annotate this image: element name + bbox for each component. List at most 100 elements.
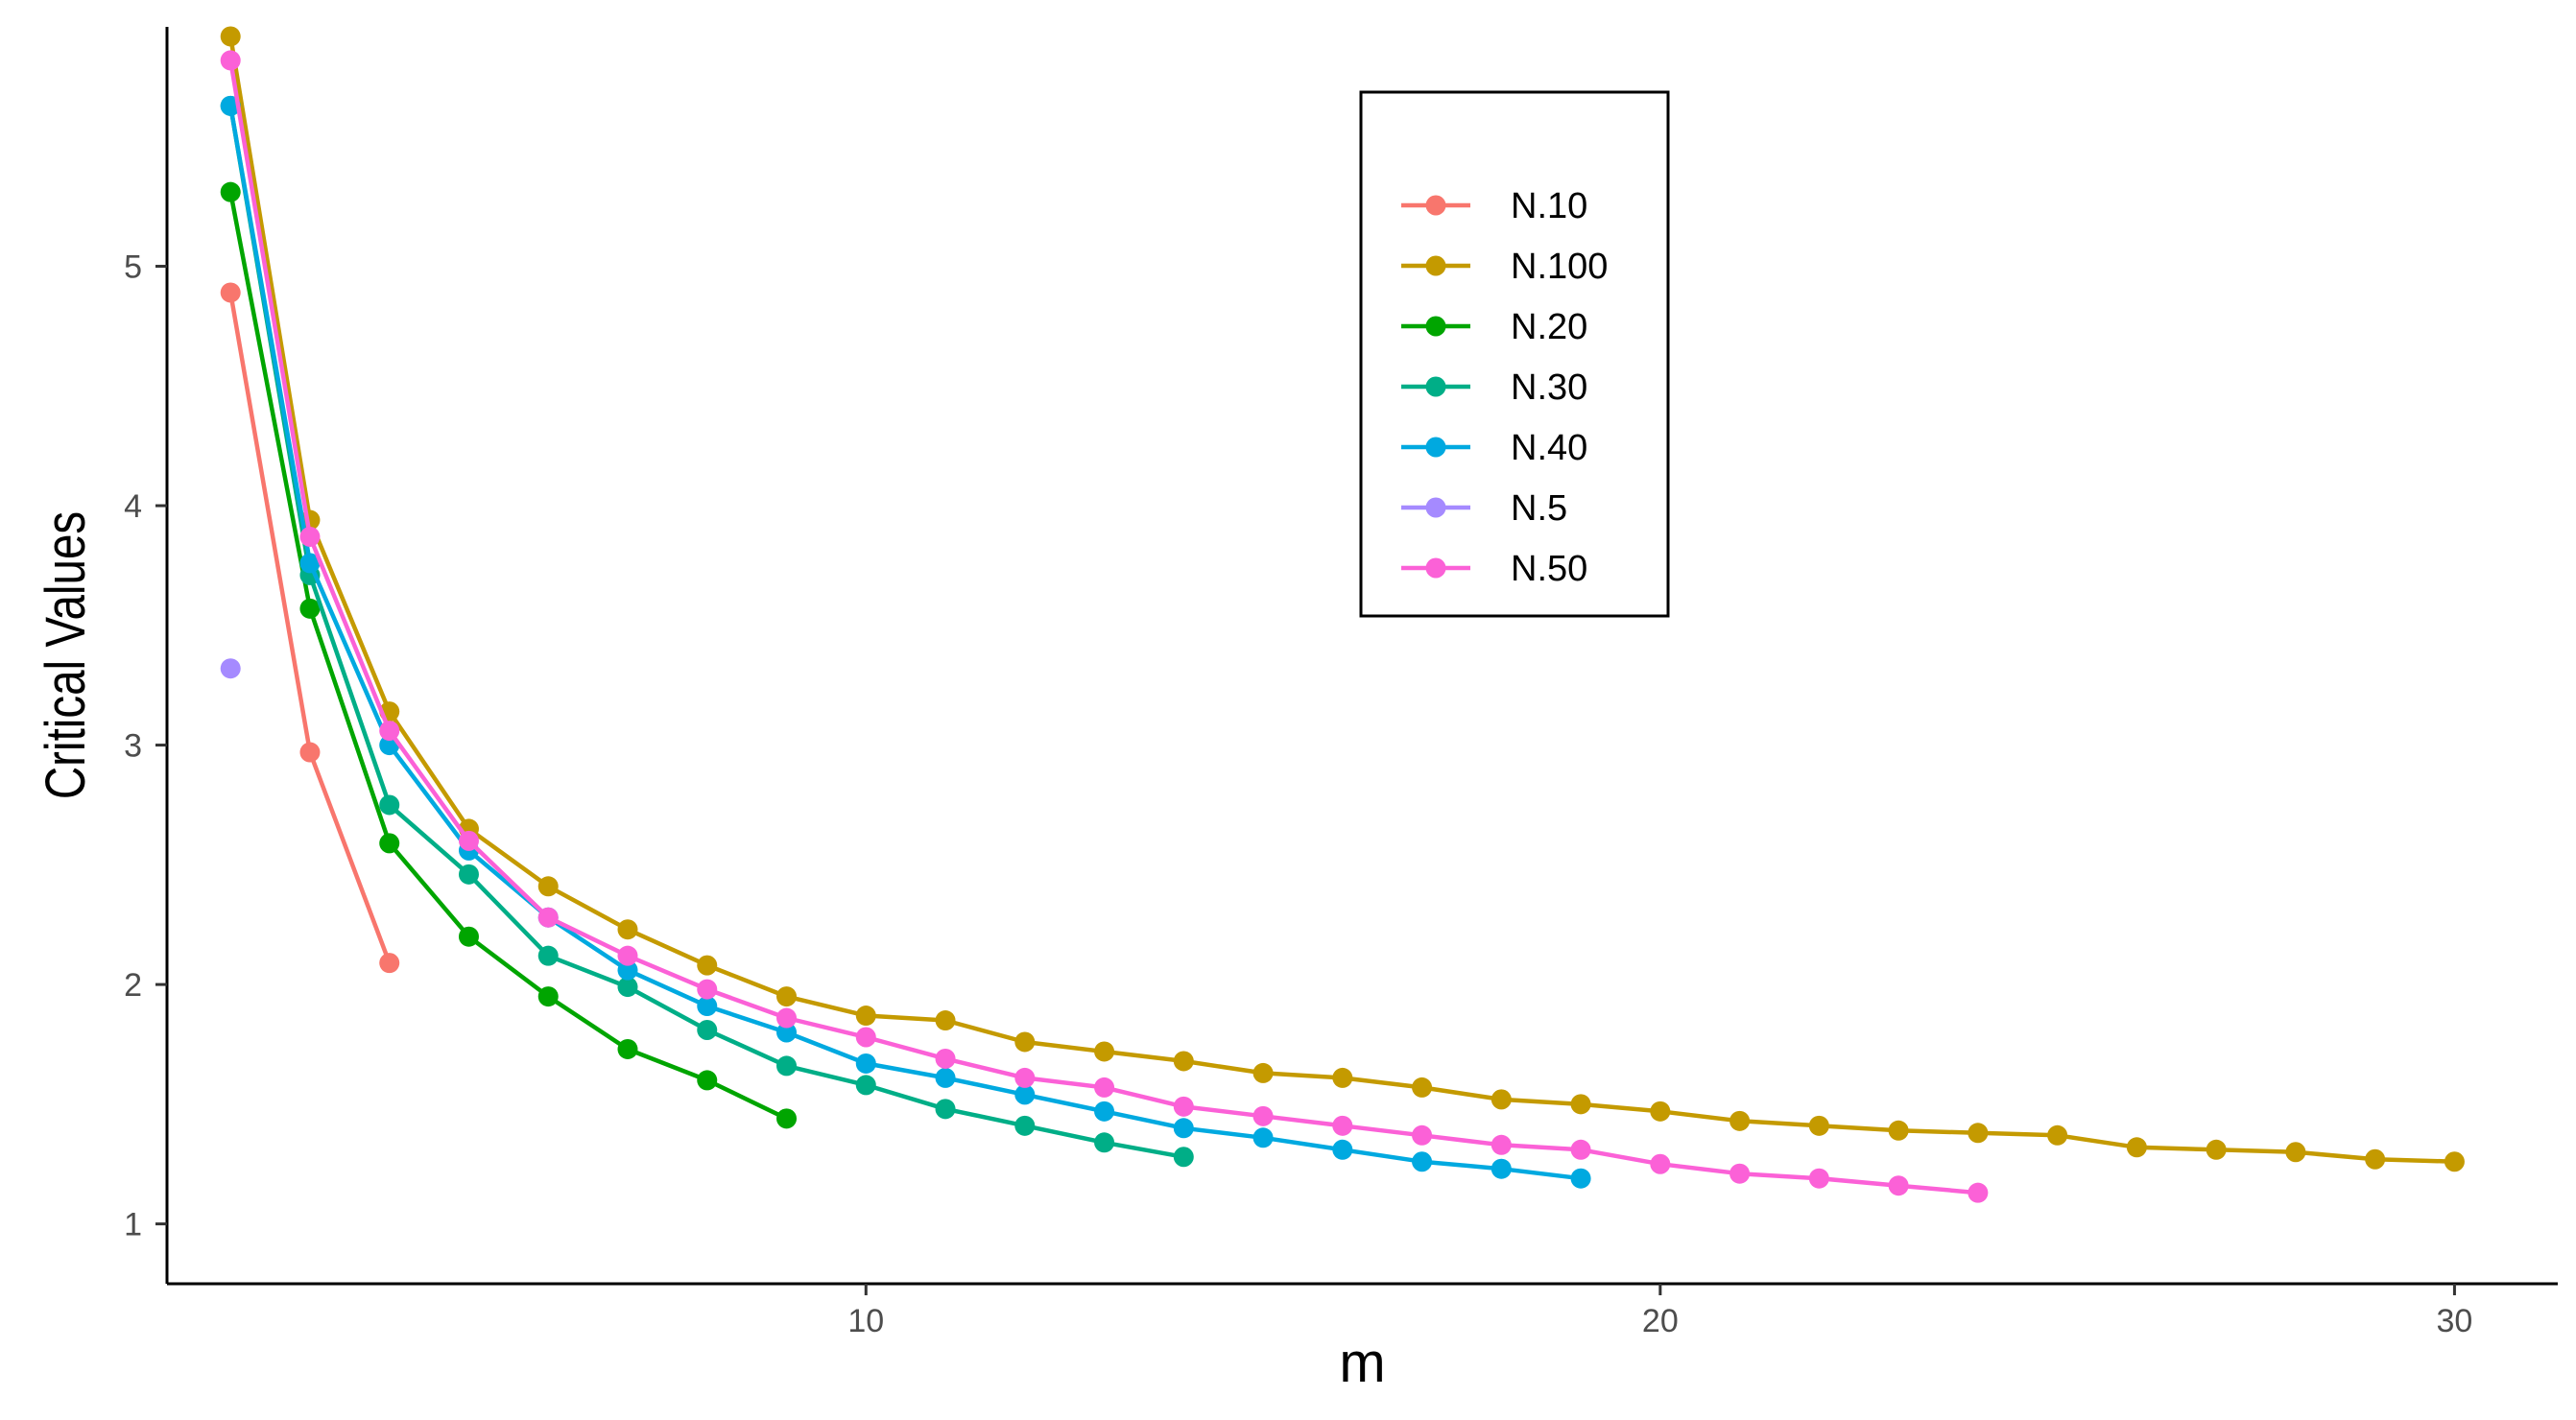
data-point-n-40 (1332, 1139, 1353, 1160)
data-point-n-20 (458, 926, 479, 947)
data-point-n-50 (1173, 1096, 1194, 1117)
legend-label-n-20: N.20 (1511, 307, 1587, 347)
data-point-n-50 (1332, 1115, 1353, 1136)
data-point-n-100 (2206, 1139, 2227, 1160)
data-point-n-40 (1014, 1084, 1036, 1105)
data-point-n-50 (1491, 1134, 1512, 1155)
data-point-n-50 (1570, 1139, 1591, 1160)
data-point-n-100 (2126, 1137, 2147, 1158)
data-point-n-50 (1968, 1182, 1989, 1203)
data-point-n-50 (776, 1007, 798, 1029)
series-n-40 (220, 95, 1591, 1189)
data-point-n-50 (1888, 1175, 1909, 1196)
data-point-n-30 (776, 1055, 798, 1077)
data-point-n-40 (617, 959, 638, 981)
data-point-n-100 (1332, 1067, 1353, 1088)
data-point-n-100 (935, 1010, 956, 1031)
data-point-n-100 (1808, 1115, 1829, 1136)
series-line-n-20 (227, 191, 788, 1121)
legend-item-n-20: N.20 (1401, 307, 1587, 347)
data-point-n-100 (1412, 1077, 1433, 1098)
x-axis-title: m (1339, 1332, 1385, 1394)
legend-label-n-50: N.50 (1511, 549, 1587, 589)
data-point-n-50 (1650, 1153, 1671, 1174)
series-n-100 (220, 26, 2465, 1172)
legend-item-n-40: N.40 (1401, 428, 1587, 468)
data-point-n-50 (458, 830, 479, 851)
legend-marker-n-100 (1425, 255, 1446, 276)
data-point-n-40 (935, 1067, 956, 1088)
data-point-n-40 (776, 1022, 798, 1043)
x-tick-label: 10 (847, 1303, 884, 1339)
series-n-5 (220, 658, 241, 679)
legend-item-n-100: N.100 (1401, 247, 1608, 287)
data-point-n-100 (220, 26, 241, 47)
axes: 10 20 30 1 2 3 4 5 (124, 27, 2558, 1339)
data-point-n-50 (1412, 1124, 1433, 1146)
series-n-10 (220, 282, 400, 974)
data-point-n-30 (855, 1075, 876, 1096)
data-point-n-100 (1968, 1123, 1989, 1144)
y-axis-title: Critical Values (36, 511, 98, 799)
data-point-n-100 (697, 955, 718, 976)
data-point-n-40 (697, 996, 718, 1017)
data-point-n-30 (458, 864, 479, 885)
legend-item-n-5: N.5 (1401, 488, 1567, 529)
data-point-n-50 (220, 50, 241, 71)
data-point-n-10 (379, 953, 400, 974)
data-point-n-40 (1570, 1168, 1591, 1189)
y-tick-label: 1 (124, 1207, 142, 1243)
data-point-n-100 (537, 876, 559, 897)
data-point-n-100 (1729, 1110, 1751, 1131)
data-point-n-10 (299, 742, 321, 763)
series-n-50 (220, 50, 1989, 1203)
y-tick-label: 5 (124, 249, 142, 286)
series-layer (220, 26, 2465, 1203)
data-point-n-30 (537, 945, 559, 966)
data-point-n-100 (1252, 1062, 1274, 1083)
data-point-n-30 (935, 1099, 956, 1120)
data-point-n-50 (697, 979, 718, 1000)
data-point-n-30 (379, 794, 400, 816)
series-line-n-100 (227, 36, 2455, 1164)
data-point-n-20 (220, 181, 241, 202)
legend-marker-n-10 (1425, 195, 1446, 216)
legend-label-n-10: N.10 (1511, 186, 1587, 226)
data-point-n-40 (1412, 1151, 1433, 1172)
legend-item-n-10: N.10 (1401, 186, 1587, 226)
data-point-n-100 (2047, 1124, 2068, 1146)
legend-label-n-100: N.100 (1511, 247, 1608, 287)
data-point-n-100 (2444, 1151, 2465, 1172)
data-point-n-40 (1252, 1127, 1274, 1148)
data-point-n-20 (697, 1070, 718, 1091)
legend-marker-n-5 (1425, 497, 1446, 518)
data-point-n-50 (299, 526, 321, 547)
data-point-n-100 (855, 1006, 876, 1027)
data-point-n-100 (1491, 1089, 1512, 1110)
data-point-n-30 (617, 977, 638, 998)
data-point-n-40 (855, 1053, 876, 1074)
data-point-n-20 (776, 1108, 798, 1129)
legend-label-n-40: N.40 (1511, 428, 1587, 468)
data-point-n-20 (379, 833, 400, 854)
data-point-n-100 (776, 986, 798, 1007)
data-point-n-20 (537, 986, 559, 1007)
legend-item-n-30: N.30 (1401, 367, 1587, 408)
data-point-n-50 (379, 721, 400, 742)
data-point-n-50 (1252, 1105, 1274, 1126)
y-tick-label: 2 (124, 967, 142, 1004)
data-point-n-100 (2285, 1142, 2306, 1163)
data-point-n-100 (1650, 1100, 1671, 1122)
data-point-n-50 (617, 945, 638, 966)
data-point-n-100 (1094, 1041, 1115, 1062)
series-n-30 (220, 95, 1194, 1168)
data-point-n-100 (617, 919, 638, 940)
y-tick-label: 3 (124, 728, 142, 765)
data-point-n-5 (220, 658, 241, 679)
data-point-n-100 (1888, 1120, 1909, 1141)
legend-box (1359, 90, 1670, 618)
data-point-n-50 (1808, 1168, 1829, 1189)
data-point-n-20 (299, 598, 321, 619)
series-line-n-40 (227, 105, 1582, 1181)
